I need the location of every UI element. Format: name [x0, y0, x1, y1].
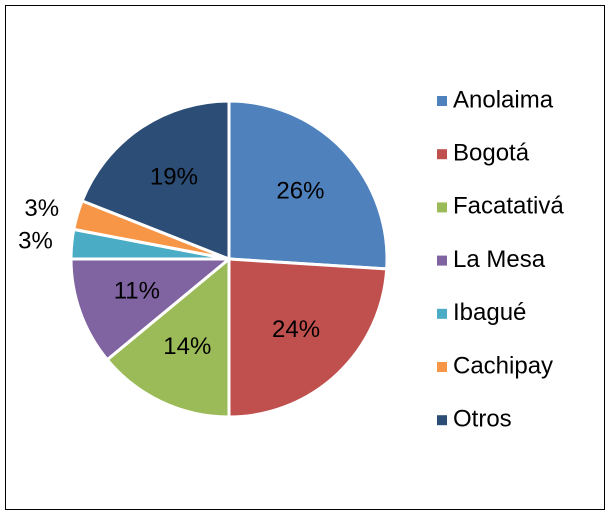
pie-slice	[227, 99, 389, 271]
legend-swatch	[437, 96, 447, 106]
legend-label: Bogotá	[453, 140, 530, 167]
legend-label: Cachipay	[453, 352, 553, 379]
legend-label: Otros	[453, 406, 512, 433]
data-label: 19%	[150, 163, 198, 190]
legend-swatch	[437, 308, 447, 319]
legend-label: Anolaima	[453, 86, 554, 113]
data-label: 3%	[24, 195, 59, 222]
legend-swatch	[437, 202, 447, 213]
pie-slice	[227, 257, 389, 419]
legend-swatch	[437, 415, 447, 426]
legend-label: Ibagué	[453, 299, 526, 326]
pie-slice	[69, 257, 234, 362]
data-label: 24%	[272, 316, 320, 343]
data-label: 3%	[18, 228, 53, 255]
legend-swatch	[437, 362, 447, 372]
legend-label: La Mesa	[453, 246, 546, 273]
data-label: 11%	[114, 278, 160, 305]
legend-label: Facatativá	[453, 193, 564, 220]
pie-slice	[105, 255, 231, 419]
data-label: 26%	[276, 177, 324, 204]
data-label: 14%	[163, 333, 211, 360]
legend-swatch	[437, 255, 447, 266]
pie-slice	[80, 99, 231, 262]
legend-swatch	[437, 149, 447, 160]
